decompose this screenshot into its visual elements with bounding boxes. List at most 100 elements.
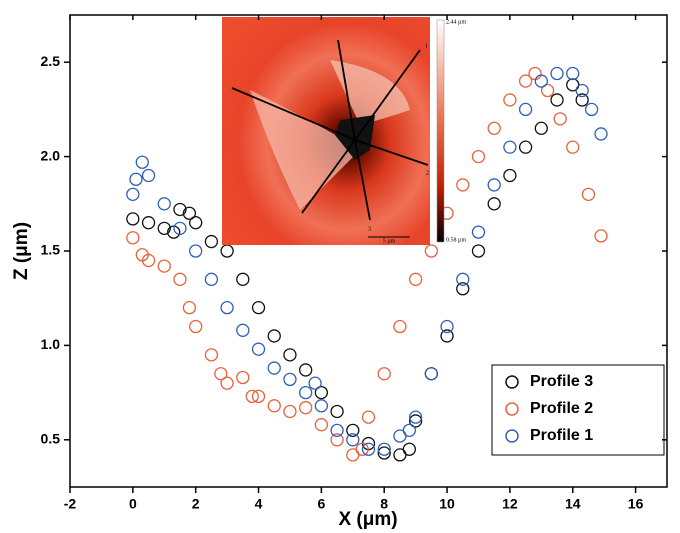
data-point bbox=[173, 272, 187, 286]
data-point bbox=[126, 212, 140, 226]
data-point bbox=[299, 401, 313, 415]
x-tick-label: 10 bbox=[439, 496, 455, 512]
data-point bbox=[267, 399, 281, 413]
data-point bbox=[550, 66, 564, 81]
x-tick-label: 0 bbox=[129, 496, 137, 512]
data-point bbox=[251, 300, 266, 315]
data-point bbox=[314, 399, 329, 413]
data-point bbox=[471, 244, 486, 258]
legend-marker bbox=[505, 402, 519, 416]
data-point bbox=[251, 342, 266, 356]
y-tick-label: 2.5 bbox=[41, 53, 61, 69]
data-point bbox=[377, 367, 391, 381]
data-point bbox=[594, 229, 608, 243]
data-point bbox=[534, 74, 548, 88]
data-point bbox=[503, 168, 517, 183]
data-point bbox=[566, 140, 580, 154]
data-point bbox=[126, 187, 140, 202]
data-point bbox=[471, 225, 486, 239]
inset-label: 2 bbox=[426, 170, 429, 176]
legend bbox=[491, 364, 665, 456]
data-point bbox=[584, 102, 599, 117]
data-point bbox=[189, 244, 203, 258]
y-tick-label: 1.0 bbox=[41, 336, 61, 352]
data-point bbox=[189, 216, 203, 230]
x-tick-label: 16 bbox=[628, 496, 644, 512]
data-point bbox=[182, 300, 197, 315]
x-tick-label: 14 bbox=[565, 496, 581, 512]
data-point bbox=[503, 140, 517, 154]
x-tick-label: -2 bbox=[64, 496, 77, 512]
data-point bbox=[393, 319, 407, 334]
data-point bbox=[129, 172, 143, 186]
data-point bbox=[503, 93, 517, 107]
data-point bbox=[236, 272, 250, 286]
data-point bbox=[126, 231, 140, 245]
data-point bbox=[408, 410, 423, 424]
data-point bbox=[251, 389, 266, 404]
legend-label: Profile 2 bbox=[530, 400, 593, 417]
data-point bbox=[220, 376, 234, 390]
data-point bbox=[141, 168, 156, 183]
data-point bbox=[594, 127, 608, 141]
data-point bbox=[456, 178, 470, 192]
data-point bbox=[141, 216, 156, 230]
data-point bbox=[424, 367, 438, 381]
data-point bbox=[534, 121, 548, 135]
x-tick-label: 2 bbox=[192, 496, 200, 512]
data-point bbox=[456, 272, 470, 286]
x-tick-label: 12 bbox=[502, 496, 518, 512]
data-point bbox=[361, 410, 376, 424]
data-point bbox=[267, 329, 281, 343]
data-point bbox=[581, 187, 596, 202]
data-point bbox=[314, 385, 329, 400]
data-point bbox=[408, 414, 423, 428]
color-bar-max: 2.44 µm bbox=[446, 19, 466, 25]
data-point bbox=[236, 323, 250, 337]
legend-label: Profile 3 bbox=[530, 373, 593, 390]
data-point bbox=[214, 367, 228, 381]
data-point bbox=[330, 404, 344, 419]
data-point bbox=[440, 329, 454, 343]
y-tick-label: 0.5 bbox=[41, 431, 61, 447]
data-point bbox=[220, 300, 234, 315]
data-point bbox=[440, 319, 454, 334]
data-point bbox=[283, 348, 297, 362]
x-axis-label: X (μm) bbox=[338, 509, 397, 530]
data-point bbox=[553, 112, 567, 126]
color-bar-min: 0.58 µm bbox=[446, 237, 466, 243]
data-point bbox=[487, 197, 501, 211]
data-point bbox=[330, 423, 344, 438]
data-point bbox=[283, 404, 297, 419]
data-point bbox=[299, 363, 313, 377]
data-point bbox=[167, 225, 181, 239]
profile-lines bbox=[231, 39, 429, 221]
data-point bbox=[424, 244, 438, 258]
data-point bbox=[204, 272, 219, 286]
y-tick-label: 2.0 bbox=[41, 147, 61, 163]
afm-ridge bbox=[250, 90, 360, 210]
data-point bbox=[204, 348, 219, 362]
data-point bbox=[157, 259, 171, 273]
data-point bbox=[314, 418, 329, 432]
data-point bbox=[346, 423, 360, 438]
data-point bbox=[182, 206, 197, 220]
legend-marker bbox=[505, 429, 519, 443]
inset-label: 1 bbox=[425, 43, 428, 49]
x-tick-label: 4 bbox=[255, 496, 263, 512]
data-point bbox=[346, 433, 360, 447]
data-point bbox=[355, 442, 369, 456]
data-point bbox=[220, 244, 234, 258]
data-point bbox=[402, 442, 416, 456]
data-point bbox=[299, 385, 313, 400]
data-point bbox=[518, 102, 533, 117]
data-point bbox=[245, 389, 259, 404]
color-bar bbox=[436, 19, 445, 243]
data-point bbox=[236, 370, 250, 385]
data-point bbox=[267, 361, 281, 375]
data-point bbox=[377, 446, 391, 460]
data-point bbox=[540, 83, 555, 98]
x-tick-label: 8 bbox=[380, 496, 388, 512]
data-point bbox=[189, 319, 203, 334]
